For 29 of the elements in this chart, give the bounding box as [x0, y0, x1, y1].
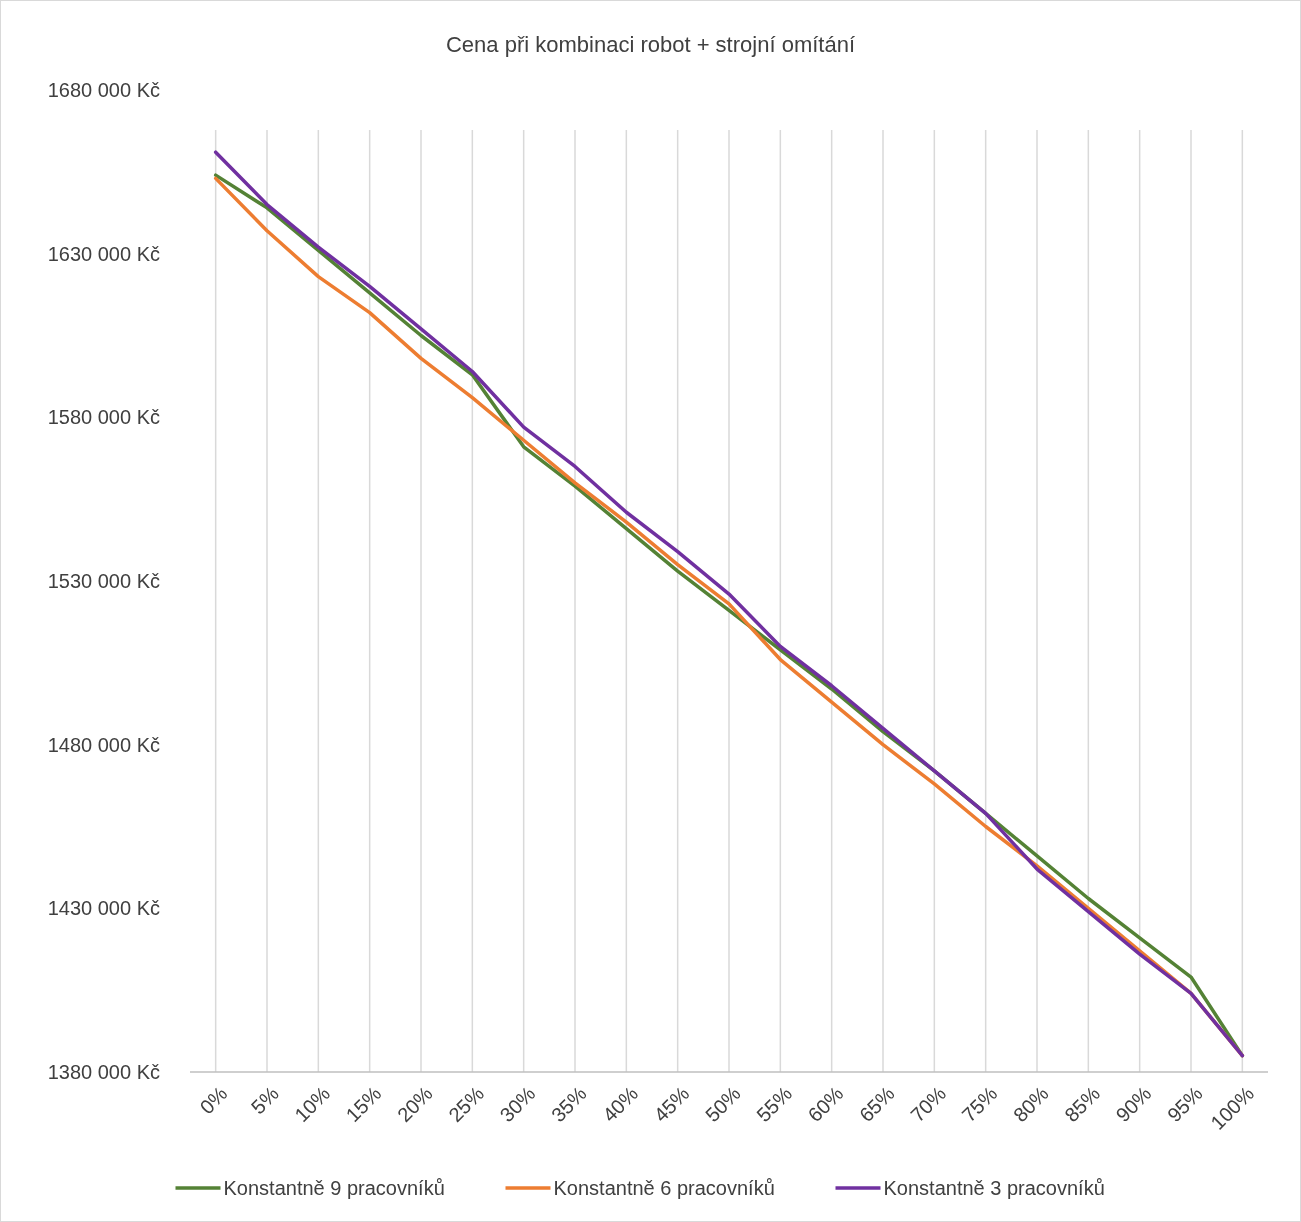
x-tick-label: 75% — [957, 1082, 1002, 1127]
legend-label: Konstantně 6 pracovníků — [553, 1177, 775, 1199]
x-tick-label: 45% — [649, 1082, 694, 1127]
y-tick-label: 1430 000 Kč — [47, 897, 160, 920]
chart-title: Cena při kombinaci robot + strojní omítání — [445, 32, 856, 57]
x-tick-label: 5% — [246, 1082, 283, 1119]
y-tick-label: 1580 000 Kč — [47, 406, 160, 429]
x-tick-label: 85% — [1060, 1082, 1105, 1127]
x-tick-label: 40% — [598, 1082, 643, 1127]
x-tick-label: 30% — [495, 1082, 540, 1127]
y-tick-label: 1380 000 Kč — [47, 1061, 160, 1083]
x-tick-label: 70% — [906, 1082, 951, 1127]
y-tick-label: 1530 000 Kč — [47, 570, 160, 592]
x-tick-label: 80% — [1008, 1082, 1053, 1127]
x-tick-label: 35% — [546, 1082, 591, 1127]
x-tick-label: 90% — [1111, 1082, 1156, 1127]
x-tick-label: 65% — [854, 1082, 899, 1127]
x-tick-label: 0% — [195, 1082, 232, 1119]
x-tick-label: 55% — [752, 1082, 797, 1127]
y-tick-label: 1480 000 Kč — [47, 733, 160, 756]
legend-label: Konstantně 3 pracovníků — [883, 1177, 1105, 1199]
x-tick-label: 50% — [700, 1082, 745, 1127]
legend-label: Konstantně 9 pracovníků — [223, 1177, 445, 1199]
x-tick-label: 95% — [1162, 1082, 1207, 1127]
x-tick-label: 60% — [803, 1082, 848, 1127]
x-tick-label: 15% — [341, 1082, 386, 1127]
y-tick-label: 1680 000 Kč — [47, 79, 160, 101]
x-tick-label: 10% — [290, 1082, 335, 1127]
y-tick-label: 1630 000 Kč — [47, 242, 160, 265]
